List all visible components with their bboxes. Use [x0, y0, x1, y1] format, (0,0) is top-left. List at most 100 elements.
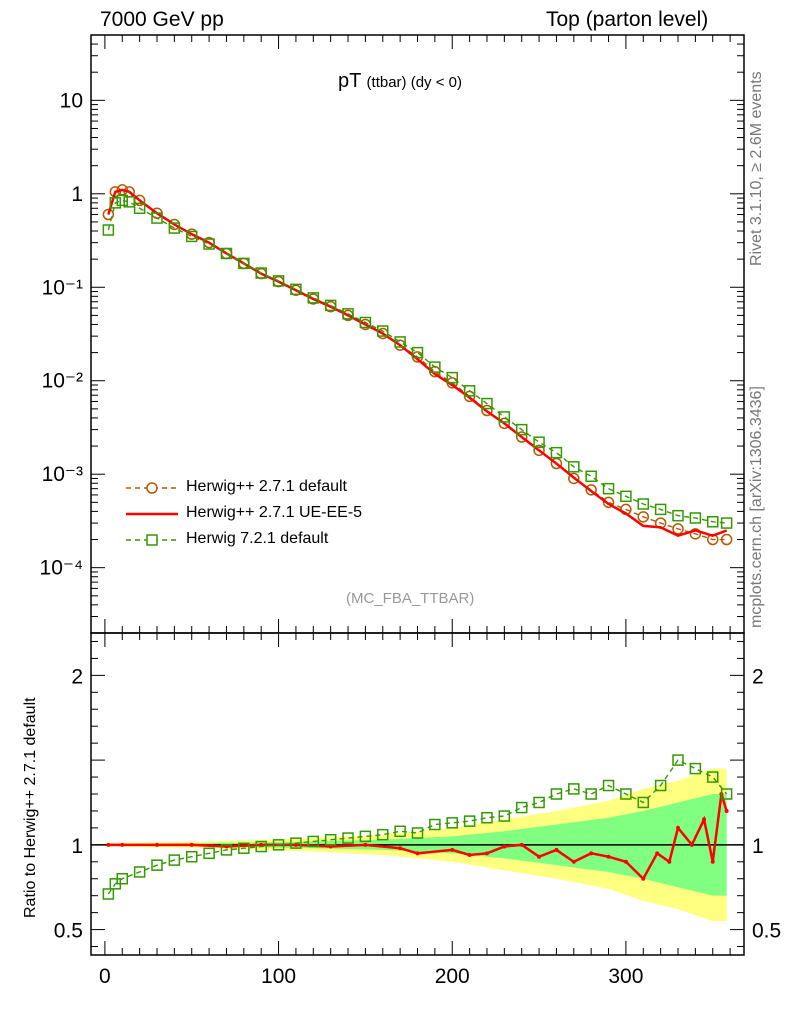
main-point-ref — [585, 484, 597, 496]
main-point-ref — [102, 208, 115, 221]
ratio-point-ue — [189, 842, 194, 847]
main-point-ref — [602, 496, 615, 509]
plot-title-sub: (ttbar) (dy < 0) — [366, 74, 462, 91]
ratio-point-h7 — [307, 835, 320, 848]
ratio-point-ue — [537, 854, 542, 859]
ratio-point-h7 — [238, 842, 250, 854]
ratio-point-h7 — [637, 796, 650, 809]
ratio-point-ue — [328, 844, 333, 849]
main-point-h7 — [689, 512, 702, 524]
main-point-h7 — [706, 515, 719, 528]
main-series-line — [107, 199, 727, 524]
ratio-point-h7 — [481, 811, 493, 824]
main-point-h7 — [672, 509, 684, 522]
ratio-y-tick-label-left: 0.5 — [54, 920, 83, 943]
ratio-point-ue — [724, 808, 729, 813]
ratio-point-h7 — [377, 828, 389, 841]
main-point-h7 — [637, 498, 650, 510]
main-point-h7 — [307, 292, 320, 304]
plot-title-main: pT — [338, 70, 361, 92]
main-point-h7 — [342, 308, 354, 320]
ratio-point-ue — [710, 859, 715, 864]
main-point-h7 — [515, 423, 528, 436]
ratio-point-ue — [571, 859, 576, 864]
main-point-ref — [720, 533, 733, 546]
main-point-h7 — [481, 397, 493, 410]
ratio-point-ue — [623, 859, 628, 864]
main-point-ref — [550, 457, 563, 470]
main-point-h7 — [463, 385, 476, 397]
x-tick-label: 200 — [435, 965, 470, 988]
ratio-point-h7 — [429, 818, 441, 831]
ratio-point-h7 — [533, 796, 545, 809]
ratio-point-ue — [450, 847, 455, 852]
ratio-point-h7 — [168, 854, 181, 866]
ratio-point-ue — [502, 844, 507, 849]
main-point-h7 — [272, 275, 285, 287]
ratio-point-h7 — [272, 839, 285, 851]
ratio-point-h7 — [102, 888, 115, 900]
ratio-point-ue — [606, 854, 611, 859]
main-point-ref — [481, 404, 493, 417]
ratio-point-h7 — [342, 832, 354, 844]
ratio-point-h7 — [568, 783, 580, 795]
main-point-h7 — [185, 230, 198, 243]
ratio-y-tick-label-right: 1 — [752, 835, 764, 858]
ratio-point-ue — [676, 825, 681, 830]
ratio-point-h7 — [585, 788, 597, 800]
ratio-point-h7 — [203, 847, 215, 860]
ratio-point-ue — [106, 842, 111, 847]
plot-title: pT (ttbar) (dy < 0) — [338, 70, 462, 93]
header-right-label: Top (parton level) — [546, 8, 709, 31]
main-point-h7 — [446, 371, 458, 384]
main-point-h7 — [620, 490, 632, 503]
ratio-point-ue — [667, 859, 672, 864]
ratio-point-h7 — [359, 830, 372, 843]
main-y-tick-label: 10⁻² — [42, 370, 83, 393]
main-point-h7 — [498, 411, 511, 423]
ratio-point-h7 — [290, 837, 302, 849]
main-point-h7 — [720, 517, 733, 529]
ratio-point-h7 — [602, 779, 615, 792]
ratio-point-ue — [467, 853, 472, 858]
ratio-point-h7 — [498, 810, 511, 822]
legend-label-ref: Herwig++ 2.7.1 default — [186, 478, 347, 495]
main-y-tick-label: 10 — [60, 89, 83, 112]
main-point-h7 — [220, 247, 233, 260]
ratio-point-h7 — [720, 788, 733, 800]
ratio-point-ue — [363, 842, 368, 847]
x-tick-label: 300 — [608, 965, 643, 988]
main-point-ref — [637, 511, 650, 523]
ratio-point-ue — [554, 847, 559, 852]
main-point-h7 — [377, 325, 389, 337]
ratio-point-ue — [689, 842, 694, 847]
x-tick-label: 100 — [261, 965, 296, 988]
ratio-point-h7 — [620, 788, 632, 800]
main-y-tick-label: 1 — [71, 183, 83, 206]
main-point-ref — [533, 444, 545, 457]
ratio-point-h7 — [411, 827, 424, 839]
legend-markers — [126, 482, 178, 546]
rivet-version-label: Rivet 3.1.10, ≥ 2.6M events — [748, 71, 765, 266]
legend-label-ue: Herwig++ 2.7.1 UE-EE-5 — [186, 504, 363, 521]
main-point-h7 — [654, 503, 667, 516]
ratio-y-axis-label: Ratio to Herwig++ 2.7.1 default — [22, 697, 39, 918]
main-y-tick-label: 10⁻⁴ — [40, 557, 83, 580]
ratio-point-h7 — [151, 859, 163, 871]
main-point-h7 — [585, 470, 597, 483]
main-point-h7 — [151, 212, 163, 224]
ratio-y-tick-label-left: 2 — [71, 665, 83, 688]
ratio-y-tick-label-left: 1 — [71, 835, 83, 858]
ratio-point-h7 — [116, 872, 129, 885]
main-point-ref — [672, 523, 684, 535]
main-point-ref — [498, 417, 511, 430]
analysis-tag: (MC_FBA_TTBAR) — [346, 590, 475, 607]
ratio-point-h7 — [654, 779, 667, 792]
ratio-y-tick-label-right: 2 — [752, 665, 764, 688]
ratio-point-h7 — [324, 834, 337, 846]
main-y-tick-label: 10⁻¹ — [42, 276, 83, 299]
main-point-h7 — [168, 222, 181, 234]
ratio-point-h7 — [689, 762, 702, 775]
ratio-point-ue — [702, 817, 707, 822]
main-point-h7 — [602, 482, 615, 495]
